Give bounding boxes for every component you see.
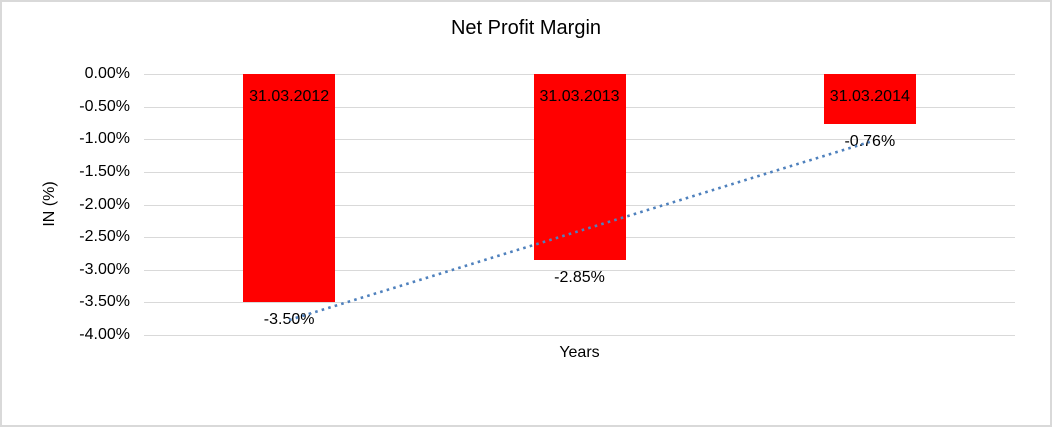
value-label: -0.76%: [844, 132, 896, 150]
y-tick-label: -3.50%: [79, 293, 130, 311]
gridline: [144, 335, 1015, 336]
y-tick-label: -1.50%: [79, 162, 130, 180]
y-tick-label: -0.50%: [79, 97, 130, 115]
bar-31.03.2012: [243, 74, 336, 303]
trendline: [288, 140, 871, 322]
y-tick-label: 0.00%: [84, 65, 130, 82]
gridline: [144, 269, 1015, 271]
bar-31.03.2013: [533, 74, 626, 260]
y-tick-label: -3.00%: [79, 260, 130, 278]
y-tick-label: -1.00%: [79, 130, 130, 148]
value-label: -2.85%: [554, 268, 605, 286]
gridline: [144, 302, 1015, 304]
y-tick-label: -4.00%: [79, 326, 130, 343]
category-label: 31.03.2013: [539, 88, 620, 105]
category-label: 31.03.2012: [249, 88, 330, 105]
category-label: 31.03.2014: [829, 88, 910, 105]
bar-31.03.2014: [823, 74, 916, 124]
chart-title: Net Profit Margin: [450, 17, 602, 39]
y-tick-label: -2.50%: [79, 228, 130, 246]
y-tick-label: -2.00%: [79, 195, 130, 213]
x-axis-title: Years: [559, 344, 600, 361]
plot-area: 31.03.2012 -3.50% 31.03.2013 -2.85% 31.03.20…: [144, 74, 1015, 336]
